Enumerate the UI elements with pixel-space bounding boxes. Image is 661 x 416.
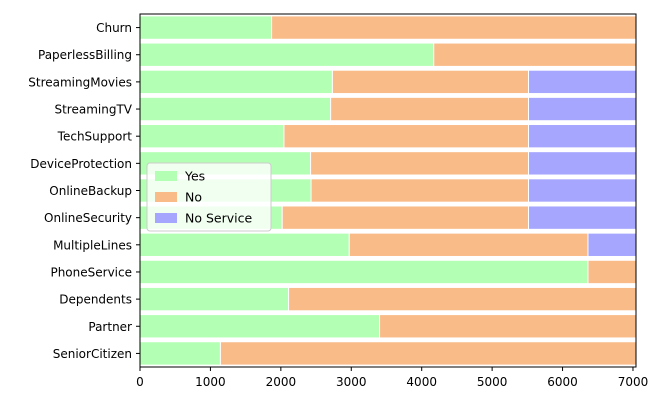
- bar-dependents-no: [288, 286, 637, 312]
- x-tick-label-7000: 7000: [618, 375, 649, 389]
- bar-churn-no: [271, 15, 637, 40]
- bar-paperlessbilling-yes: [139, 42, 435, 67]
- y-tick-label-streamingtv: StreamingTV: [54, 103, 132, 117]
- bar-streamingtv-yes: [139, 96, 332, 122]
- y-tick-label-techsupport: TechSupport: [57, 130, 133, 144]
- x-tick-label-3000: 3000: [336, 375, 367, 389]
- y-axis: SeniorCitizen Partner Dependents PhoneServi…: [28, 21, 140, 361]
- legend-label-no: No: [185, 190, 202, 205]
- x-tick-label-1000: 1000: [195, 375, 226, 389]
- bar-techsupport-yes: [139, 124, 285, 149]
- x-axis: 0 1000 2000 3000 4000 5000 6000 7000: [136, 367, 648, 389]
- legend-label-no-service: No Service: [185, 211, 252, 226]
- bar-onlinesecurity-no: [281, 205, 530, 230]
- y-tick-label-dependents: Dependents: [59, 293, 132, 307]
- bar-partner-yes: [139, 314, 381, 339]
- y-tick-label-seniorcitizen: SeniorCitizen: [53, 347, 132, 361]
- y-tick-label-phoneservice: PhoneService: [50, 265, 132, 279]
- y-tick-label-partner: Partner: [88, 320, 132, 334]
- legend-swatch-no: [155, 192, 177, 202]
- bar-multiplelines-no: [348, 232, 589, 257]
- bar-techsupport-no: [283, 124, 530, 149]
- bar-seniorcitizen-no: [219, 341, 637, 366]
- x-tick-label-5000: 5000: [477, 375, 508, 389]
- y-tick-label-deviceprotection: DeviceProtection: [30, 157, 132, 171]
- bar-streamingmovies-no-service: [528, 69, 637, 95]
- bars-layer: [139, 15, 637, 366]
- bar-techsupport-no-service: [528, 124, 637, 149]
- bar-phoneservice-no: [587, 259, 637, 285]
- bar-streamingtv-no-service: [528, 96, 637, 122]
- legend-swatch-yes: [155, 171, 177, 181]
- y-tick-label-onlinebackup: OnlineBackup: [49, 184, 132, 198]
- legend-swatch-no-service: [155, 213, 177, 223]
- x-tick-label-6000: 6000: [547, 375, 578, 389]
- bar-paperlessbilling-no: [433, 42, 637, 67]
- bar-partner-no: [379, 314, 637, 339]
- x-tick-label-4000: 4000: [406, 375, 437, 389]
- bar-onlinesecurity-no-service: [528, 205, 637, 230]
- y-tick-label-churn: Churn: [96, 21, 132, 35]
- bar-multiplelines-yes: [139, 232, 350, 257]
- bar-phoneservice-yes: [139, 259, 589, 285]
- y-tick-label-paperlessbilling: PaperlessBilling: [38, 48, 132, 62]
- bar-deviceprotection-no: [310, 151, 530, 176]
- bar-seniorcitizen-yes: [139, 341, 221, 366]
- x-tick-label-2000: 2000: [266, 375, 297, 389]
- legend: Yes No No Service: [146, 162, 272, 232]
- bar-onlinebackup-no-service: [528, 178, 637, 203]
- legend-label-yes: Yes: [184, 169, 205, 184]
- legend-box: [146, 162, 272, 232]
- y-tick-label-onlinesecurity: OnlineSecurity: [44, 211, 132, 225]
- bar-deviceprotection-no-service: [528, 151, 637, 176]
- bar-dependents-yes: [139, 286, 290, 312]
- bar-onlinebackup-no: [310, 178, 530, 203]
- bar-streamingmovies-no: [331, 69, 530, 95]
- x-tick-label-0: 0: [136, 375, 144, 389]
- bar-streamingmovies-yes: [139, 69, 333, 95]
- bar-churn-yes: [139, 15, 273, 40]
- y-tick-label-multiplelines: MultipleLines: [53, 238, 132, 252]
- bar-streamingtv-no: [330, 96, 530, 122]
- y-tick-label-streamingmovies: StreamingMovies: [28, 75, 132, 89]
- bar-multiplelines-no-service: [587, 232, 637, 257]
